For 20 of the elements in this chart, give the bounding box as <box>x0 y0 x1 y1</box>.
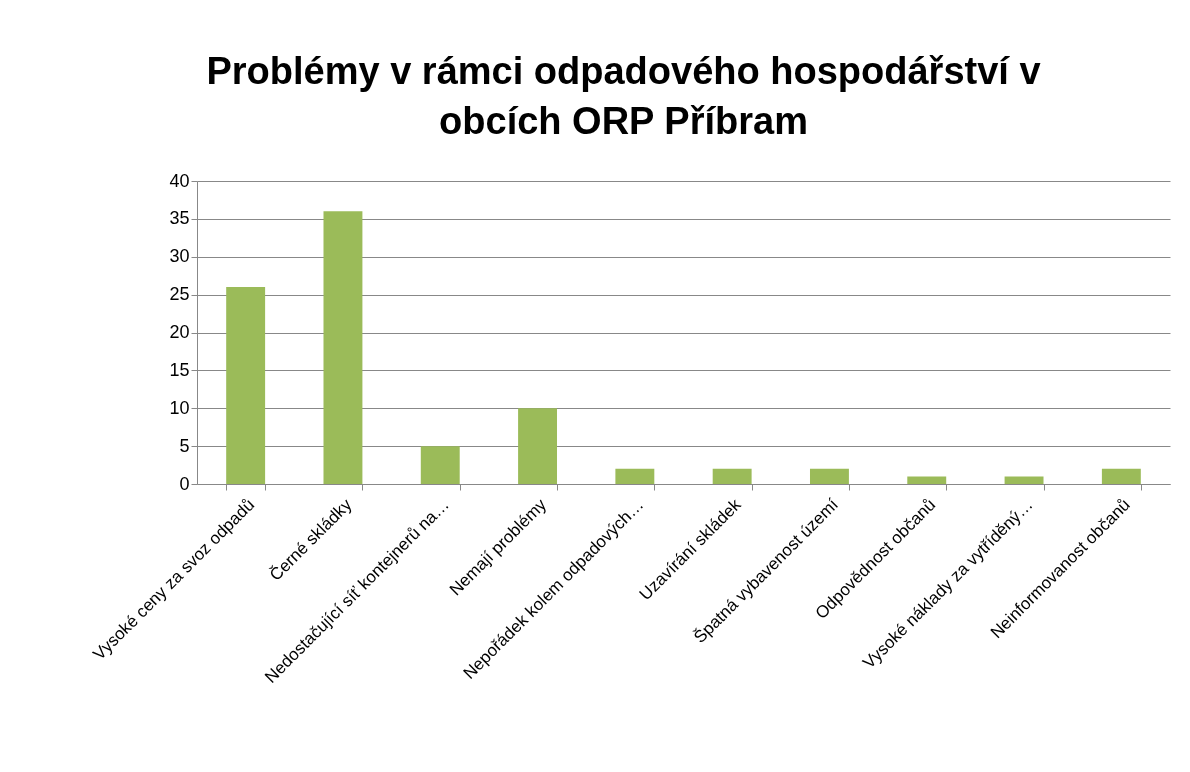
y-tick-label: 35 <box>169 208 190 229</box>
bar <box>1101 468 1141 484</box>
y-tick-label: 10 <box>169 397 190 418</box>
chart-title: Problémy v rámci odpadového hospodářství v obcích ORP Příbram <box>206 50 1041 142</box>
bar <box>1004 476 1044 484</box>
bar <box>518 408 558 484</box>
bar <box>907 476 947 484</box>
bar <box>226 287 266 484</box>
bar <box>712 468 752 484</box>
y-tick-label: 30 <box>169 246 190 267</box>
y-tick-label: 20 <box>169 322 190 342</box>
y-tick-label: 40 <box>169 170 190 191</box>
y-tick-label: 25 <box>169 284 190 305</box>
bar <box>615 468 655 484</box>
bar <box>420 446 460 484</box>
y-tick-label: 0 <box>179 473 190 494</box>
y-tick-label: 5 <box>179 435 190 456</box>
bar <box>809 468 849 484</box>
y-tick-label: 15 <box>169 359 190 380</box>
bar <box>323 211 363 484</box>
